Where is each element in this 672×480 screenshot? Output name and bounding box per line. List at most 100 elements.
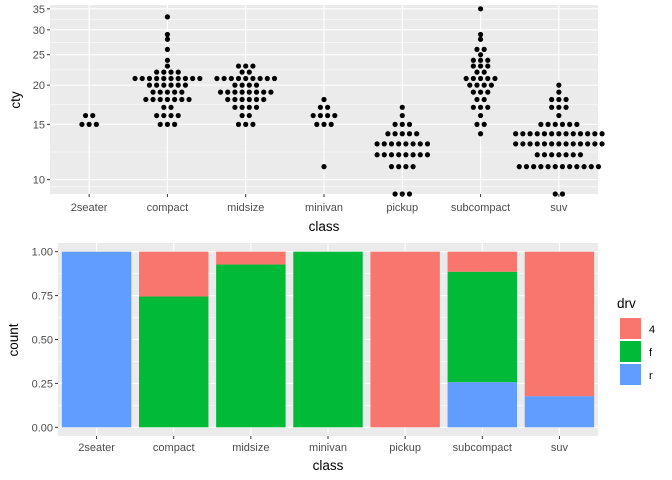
dotplot-point <box>399 121 405 127</box>
dotplot-point <box>485 89 491 95</box>
dotplot-point <box>396 141 402 147</box>
dotplot-point <box>556 141 562 147</box>
dotplot-point <box>168 104 174 110</box>
dotplot-point <box>214 75 220 82</box>
dotplot-point <box>527 141 533 147</box>
dotplot-point <box>485 104 491 110</box>
dotplot-point <box>232 96 238 103</box>
dotplot-point <box>186 96 192 103</box>
dotplot-point <box>157 96 163 103</box>
bar-segment-pickup-4 <box>370 251 440 428</box>
dotplot-point <box>477 57 484 63</box>
dotplot-point <box>556 96 562 103</box>
dotplot-point <box>531 164 537 170</box>
dotplot-point <box>577 131 584 137</box>
dotplot-point <box>534 131 540 137</box>
bar-segment-minivan-f <box>293 251 363 428</box>
dotplot-point <box>552 191 558 197</box>
dotplot-point <box>585 131 591 137</box>
dotplot-point <box>477 75 484 82</box>
dotplot-point <box>574 164 580 170</box>
dotplot-x-ticks: 2seater compact midsize minivan pickup subcom… <box>71 194 568 214</box>
dotplot-point <box>477 36 484 42</box>
dotplot-point <box>485 75 491 82</box>
dotplot-y-ticks: 10 15 20 25 30 35 <box>33 4 50 187</box>
dotplot-point <box>161 104 167 110</box>
dotplot-point <box>168 112 174 119</box>
dotplot-point <box>481 46 487 52</box>
dotplot-point <box>549 152 555 158</box>
dotplot-point <box>388 141 395 147</box>
bar-x-tick-label: minivan <box>309 442 347 454</box>
bar-y-tick-label: 0.00 <box>32 422 53 434</box>
dotplot-point <box>403 141 409 147</box>
bar-segment-subcompact-r <box>447 382 517 428</box>
dotplot-y-tick-label: 35 <box>33 4 45 16</box>
dotplot-point <box>164 121 171 127</box>
dotplot-point <box>574 121 580 127</box>
dotplot-point <box>392 121 398 127</box>
dotplot-point <box>556 89 562 95</box>
dotplot-point <box>513 131 519 137</box>
bar-x-tick-label: suv <box>551 442 569 454</box>
dotplot-point <box>86 121 92 127</box>
dotplot-point <box>406 191 413 197</box>
bar-segment-midsize-4 <box>216 251 286 265</box>
dotplot-point <box>556 112 562 119</box>
dotplot-point <box>325 112 331 119</box>
dotplot-point <box>253 89 260 95</box>
dotplot-point <box>549 104 555 110</box>
dotplot-point <box>563 96 569 103</box>
dotplot-point <box>388 152 395 158</box>
dotplot-point <box>481 82 487 88</box>
dotplot-point <box>232 104 238 110</box>
dotplot-point <box>570 131 576 137</box>
dotplot-point <box>164 63 171 69</box>
dotplot-point <box>182 75 189 82</box>
dotplot-point <box>161 75 167 82</box>
dotplot-point <box>481 69 487 75</box>
bar-segment-subcompact-4 <box>447 251 517 272</box>
dotplot-point <box>239 96 245 103</box>
dotplot-y-tick-label: 20 <box>33 80 45 92</box>
dotplot-point <box>549 96 555 103</box>
dotplot-point <box>599 131 605 137</box>
dotplot-point <box>417 152 423 158</box>
dotplot-point <box>172 96 178 103</box>
dotplot-point <box>492 75 498 82</box>
legend-key-f <box>620 341 641 362</box>
dotplot-point <box>161 69 167 75</box>
dotplot-x-tick-label: minivan <box>305 202 343 214</box>
dotplot-point <box>567 164 573 170</box>
dotplot-point <box>246 89 252 95</box>
dotplot-point <box>175 112 181 119</box>
dotplot-point <box>477 104 484 110</box>
dotplot-point <box>150 89 156 95</box>
dotplot-point <box>246 82 252 88</box>
dotplot-point <box>168 69 174 75</box>
dotplot-point <box>556 131 562 137</box>
dotplot-point <box>470 89 476 95</box>
dotplot-point <box>82 112 89 119</box>
dotplot-point <box>581 164 587 170</box>
legend: drv 4 fr <box>617 296 655 385</box>
stacked-bar-panel: 0.00 0.25 0.50 0.75 1.00 2seater compact midsi… <box>6 243 598 473</box>
dotplot-point <box>567 121 573 127</box>
dotplot-point <box>388 164 395 170</box>
dotplot-point <box>228 75 234 82</box>
bar-x-tick-label: subcompact <box>453 442 512 454</box>
dotplot-point <box>253 96 260 103</box>
dotplot-point <box>534 141 540 147</box>
dotplot-point <box>235 63 242 69</box>
dotplot-point <box>474 96 480 103</box>
dotplot-point <box>146 82 153 88</box>
dotplot-point <box>399 104 405 110</box>
bar-segment-compact-f <box>139 296 209 428</box>
dotplot-point <box>403 164 409 170</box>
dotplot-point <box>534 152 540 158</box>
dotplot-point <box>470 104 476 110</box>
dotplot-panel: 10 15 20 25 30 35 2seater compact midsize miniva… <box>8 4 605 234</box>
dotplot-point <box>161 112 167 119</box>
dotplot-point <box>243 75 249 82</box>
bar-x-tick-label: 2seater <box>78 442 115 454</box>
